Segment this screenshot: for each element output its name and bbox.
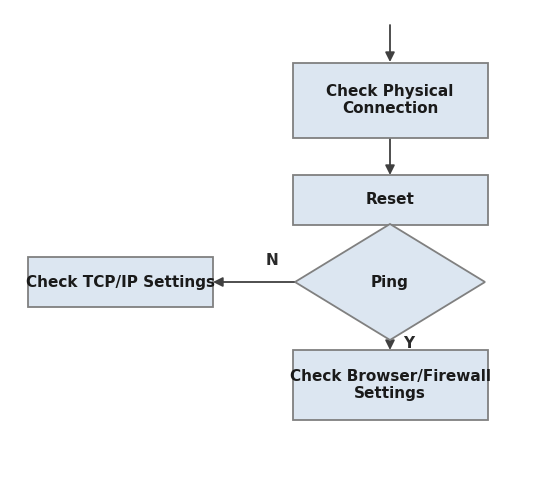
Text: N: N — [265, 253, 278, 268]
FancyBboxPatch shape — [293, 175, 487, 225]
FancyBboxPatch shape — [293, 350, 487, 420]
Text: Reset: Reset — [366, 193, 414, 207]
Text: Check TCP/IP Settings: Check TCP/IP Settings — [26, 274, 215, 290]
Text: Check Browser/Firewall
Settings: Check Browser/Firewall Settings — [289, 369, 490, 401]
Text: Y: Y — [403, 337, 414, 351]
Text: Ping: Ping — [371, 274, 409, 290]
FancyBboxPatch shape — [293, 63, 487, 138]
Polygon shape — [295, 224, 485, 340]
Text: Check Physical
Connection: Check Physical Connection — [326, 84, 453, 116]
FancyBboxPatch shape — [27, 257, 213, 307]
